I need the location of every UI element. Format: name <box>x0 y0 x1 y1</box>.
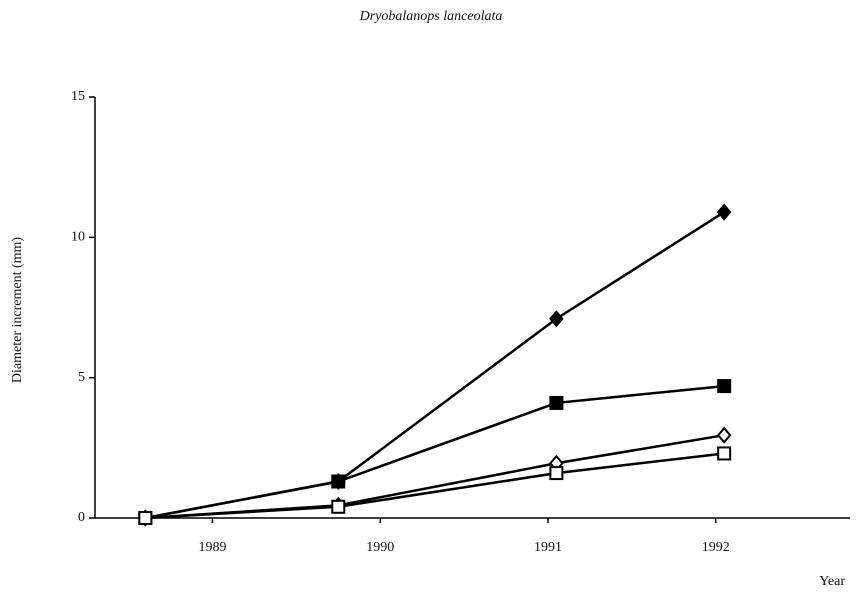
y-tick-label: 5 <box>78 370 85 385</box>
marker <box>549 310 564 328</box>
y-tick-label: 10 <box>71 230 85 245</box>
x-tick-label: 1992 <box>702 540 730 555</box>
series-line <box>145 384 725 520</box>
marker <box>549 466 564 481</box>
x-tick-label: 1990 <box>366 540 394 555</box>
chart-title: Dryobalanops lanceolata <box>359 9 503 24</box>
x-tick-label: 1989 <box>198 540 226 555</box>
marker <box>717 446 732 461</box>
marker <box>138 511 153 525</box>
marker <box>331 499 346 514</box>
series-line <box>145 211 725 520</box>
marker <box>331 474 346 489</box>
marker <box>549 395 564 410</box>
y-tick-label: 0 <box>78 510 85 525</box>
series-line <box>145 452 725 520</box>
x-tick-label: 1991 <box>534 540 562 555</box>
y-axis-label: Diameter increment (mm) <box>10 237 25 383</box>
x-axis-label: Year <box>819 574 845 589</box>
marker <box>717 379 732 394</box>
marker <box>716 203 732 221</box>
marker <box>716 426 732 444</box>
y-tick-label: 15 <box>71 89 85 104</box>
